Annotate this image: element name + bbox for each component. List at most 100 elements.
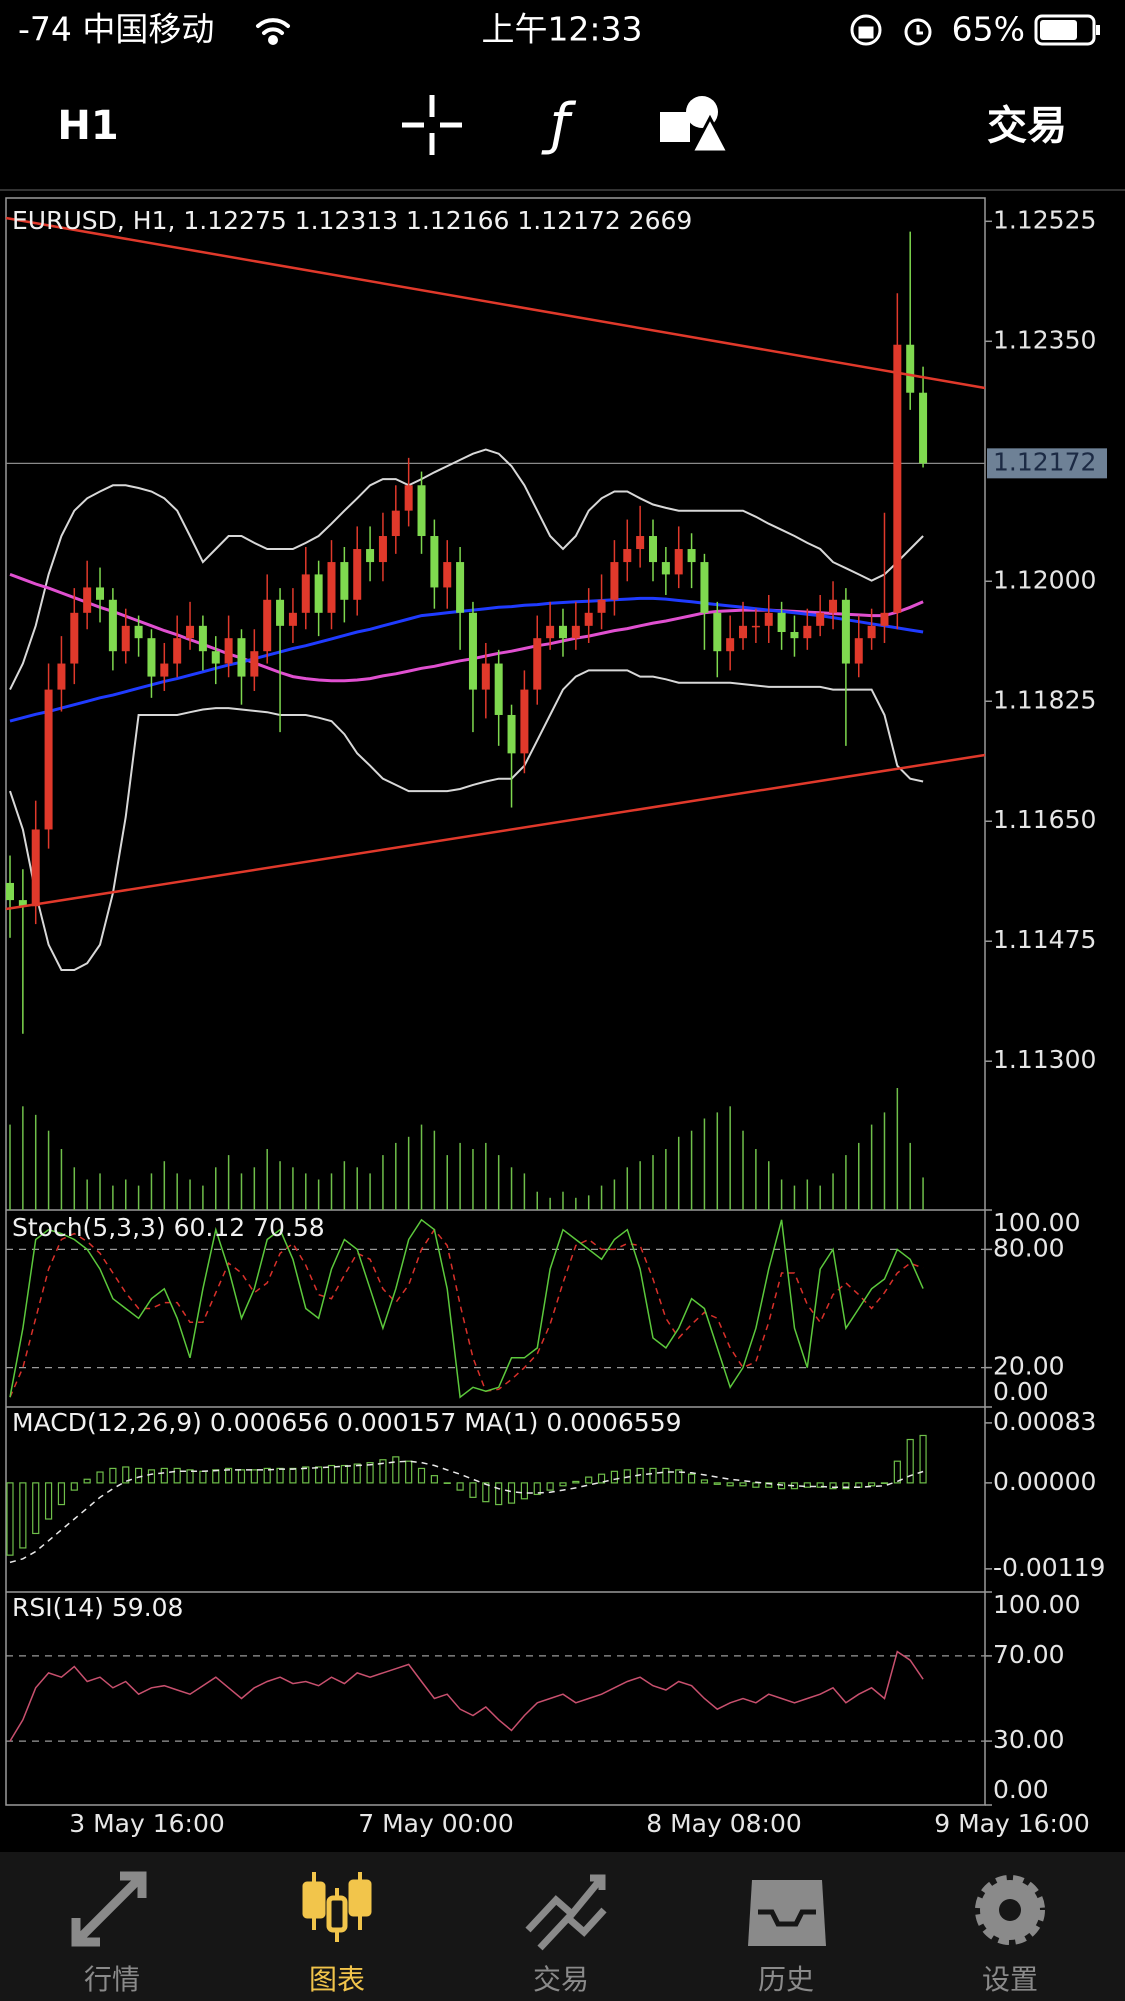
tab-trade[interactable]: 交易 [525, 1874, 607, 1996]
rsi-header: RSI(14) 59.08 [12, 1593, 183, 1622]
macd-bar [868, 1482, 876, 1487]
macd-bar [430, 1475, 438, 1484]
candle-body [31, 829, 40, 907]
tab-quotes[interactable]: 行情 [71, 1871, 147, 1996]
macd-bar [623, 1469, 631, 1484]
tab-label: 交易 [533, 1963, 589, 1996]
wifi-icon [256, 18, 290, 45]
objects-button[interactable] [660, 96, 731, 154]
candle-body [661, 562, 670, 575]
x-label: 7 May 00:00 [358, 1809, 514, 1838]
candle-body [816, 612, 825, 626]
macd-bar [19, 1482, 27, 1549]
candle-body [404, 485, 413, 511]
candle-body [906, 344, 915, 393]
macd-bar [135, 1467, 143, 1484]
macd-bar [160, 1467, 168, 1484]
macd-bar [880, 1482, 889, 1484]
trend-line [5, 216, 986, 390]
y-tick-label: 80.00 [993, 1233, 1065, 1262]
macd-bar [842, 1482, 850, 1490]
macd-bar [675, 1469, 683, 1484]
trade-button[interactable]: 交易 [987, 103, 1067, 149]
macd-bar [919, 1434, 927, 1484]
macd-bar [816, 1482, 824, 1488]
macd-bar [340, 1464, 348, 1484]
macd-bar [533, 1482, 541, 1496]
y-tick-label: 0.00000 [993, 1467, 1096, 1496]
macd-bar [392, 1456, 400, 1484]
candle-body [340, 562, 349, 600]
tab-label: 设置 [982, 1963, 1038, 1996]
lock-icon [850, 14, 882, 46]
macd-bar [752, 1482, 760, 1488]
candle-body [250, 651, 259, 677]
tab-history[interactable]: 历史 [748, 1880, 826, 1996]
x-label: 8 May 08:00 [646, 1809, 802, 1838]
candle-body [160, 663, 169, 677]
x-label: 9 May 16:00 [934, 1809, 1090, 1838]
clock: 上午12:33 [481, 10, 642, 49]
candle-body [533, 638, 542, 690]
moving-average [9, 596, 924, 723]
candle-body [520, 689, 529, 754]
macd-bar [803, 1482, 811, 1488]
chart-frame [5, 197, 986, 1806]
y-tick-label: 30.00 [993, 1725, 1065, 1754]
candle-body [211, 651, 220, 664]
macd-bar [713, 1482, 721, 1485]
plot-layer: 1.12525 1.12350 1.12000 1.11825 1.11650 1.114… [6, 205, 1107, 1806]
macd-bar [662, 1467, 670, 1484]
candle-body [18, 900, 27, 907]
candle-body [558, 625, 567, 639]
candle-body [417, 485, 426, 537]
y-tick-label: 1.12525 [993, 205, 1096, 234]
candle-body [44, 689, 53, 830]
candle-body [198, 625, 207, 652]
candle-body [893, 344, 902, 613]
candle-body [764, 612, 773, 626]
macd-bar [559, 1482, 567, 1487]
battery-percent: 65% [952, 10, 1025, 49]
candle-body [649, 536, 657, 563]
macd-signal [9, 1460, 924, 1564]
candle-body [829, 599, 838, 613]
moving-average [9, 572, 924, 683]
stoch-main [9, 1218, 924, 1399]
macd-bar [597, 1473, 606, 1484]
candle-body [726, 638, 735, 652]
candle-body [777, 612, 786, 633]
macd-bar [250, 1469, 258, 1484]
y-tick-label: 1.11300 [993, 1045, 1096, 1074]
timeframe-button[interactable]: H1 [57, 103, 118, 149]
indicator-button[interactable]: ƒ [541, 92, 577, 157]
candle-body [121, 625, 130, 652]
tab-chart[interactable]: 图表 [302, 1872, 372, 1996]
macd-bar [469, 1482, 477, 1498]
candle-body [263, 599, 272, 652]
macd-bar [482, 1482, 490, 1503]
candle-body [468, 612, 477, 690]
macd-bar [32, 1482, 40, 1535]
macd-bar [6, 1482, 14, 1556]
y-tick-label: 1.11475 [993, 925, 1096, 954]
macd-bar [456, 1482, 464, 1491]
candle-body [867, 625, 876, 639]
candle-body [224, 638, 233, 664]
y-tick-label: -0.00119 [993, 1553, 1105, 1582]
macd-bar [315, 1466, 323, 1484]
candle-body [803, 625, 812, 639]
tab-settings[interactable]: 设置 [975, 1875, 1045, 1996]
crosshair-button[interactable] [402, 95, 462, 155]
candle-body [700, 562, 709, 613]
macd-bar [83, 1478, 91, 1484]
y-tick-label: 20.00 [993, 1352, 1065, 1381]
candle-body [443, 562, 452, 588]
tab-label: 历史 [758, 1963, 814, 1996]
candle-body [739, 625, 748, 639]
macd-bar [225, 1467, 233, 1484]
battery-icon [1034, 14, 1100, 46]
macd-bar [186, 1469, 194, 1484]
candle-body [919, 392, 928, 464]
